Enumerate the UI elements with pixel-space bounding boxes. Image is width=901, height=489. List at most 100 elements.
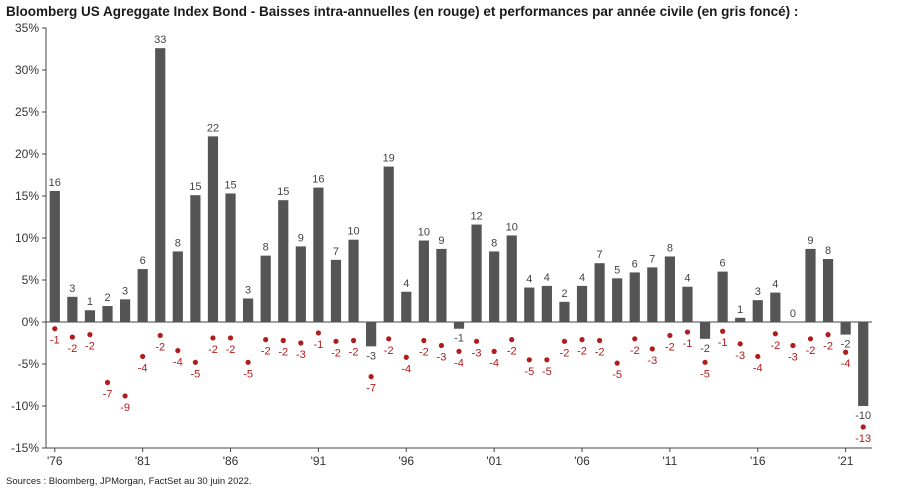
drawdown-dot (368, 374, 374, 380)
bar-label: 6 (632, 258, 638, 270)
drawdown-label: -2 (208, 344, 218, 356)
drawdown-dot (69, 334, 75, 340)
drawdown-label: -1 (718, 337, 728, 349)
drawdown-dot (298, 340, 304, 346)
drawdown-dot (755, 353, 761, 360)
drawdown-dot (632, 336, 638, 342)
y-tick-label: 0% (22, 315, 40, 329)
bar-label: 10 (506, 221, 518, 233)
source-note: Sources : Bloomberg, JPMorgan, FactSet a… (6, 476, 252, 487)
drawdown-label: -4 (753, 362, 763, 374)
bar (137, 269, 148, 322)
drawdown-label: -2 (384, 345, 394, 357)
bar (436, 248, 447, 322)
drawdown-label: -2 (823, 341, 833, 353)
drawdown-dot (122, 393, 128, 399)
y-tick-label: 35% (15, 21, 39, 35)
bar-label: 22 (207, 122, 219, 134)
drawdown-dot (403, 354, 409, 360)
bar-label: 12 (470, 211, 482, 223)
drawdown-label: -3 (472, 347, 482, 359)
bar-label: -3 (366, 350, 376, 362)
bar-label: 15 (189, 181, 201, 193)
drawdown-dot (438, 342, 445, 349)
bar (664, 256, 675, 322)
y-tick-label: 30% (15, 63, 39, 77)
bar-label: 8 (263, 242, 269, 254)
drawdown-label: -5 (190, 368, 200, 380)
bar (207, 136, 219, 322)
bar (84, 310, 96, 322)
drawdown-label: -2 (331, 347, 341, 359)
drawdown-label: -2 (67, 343, 77, 355)
drawdown-dot (104, 379, 111, 386)
bar-label: 3 (122, 285, 128, 297)
drawdown-dot (280, 337, 286, 344)
bar-label: -10 (855, 410, 871, 422)
bar (190, 195, 201, 322)
drawdown-label: -4 (401, 363, 411, 375)
bar (682, 286, 693, 322)
y-tick-label: -5% (18, 357, 40, 371)
y-tick-label: 20% (15, 147, 39, 161)
drawdown-dot (245, 359, 251, 365)
bar (453, 322, 465, 329)
bar-label: 8 (175, 237, 181, 249)
drawdown-label: -3 (296, 349, 306, 361)
drawdown-series (52, 326, 866, 430)
drawdown-label: -2 (419, 346, 429, 358)
bar-label: 1 (737, 304, 743, 316)
drawdown-dot (614, 360, 620, 366)
drawdown-label: -1 (683, 338, 693, 350)
x-tick-label: '91 (311, 454, 327, 468)
bar-label: 4 (544, 272, 550, 284)
drawdown-label: -5 (243, 368, 253, 380)
bar (313, 187, 324, 322)
y-tick-label: 25% (15, 105, 39, 119)
drawdown-dot (421, 337, 427, 344)
y-tick-label: -10% (11, 399, 39, 413)
drawdown-label: -2 (630, 345, 640, 357)
bar-label: 3 (755, 286, 761, 298)
drawdown-dot (526, 357, 532, 363)
drawdown-label: -2 (349, 346, 359, 358)
x-tick-label: '76 (47, 454, 63, 468)
bar (594, 263, 605, 322)
bar-label: 15 (277, 186, 289, 198)
chart-title: Bloomberg US Agreggate Index Bond - Bais… (6, 4, 799, 19)
bar-series (49, 48, 869, 406)
x-tick-label: '16 (750, 454, 766, 468)
drawdown-dot (807, 336, 814, 342)
drawdown-dot (825, 332, 831, 338)
drawdown-dot (87, 332, 93, 338)
x-tick-label: '06 (574, 454, 590, 468)
bar (770, 292, 781, 322)
bar (418, 240, 429, 322)
bar (489, 251, 500, 322)
x-tick-label: '11 (663, 454, 678, 468)
drawdown-dot (860, 424, 866, 430)
drawdown-dot (140, 353, 146, 360)
bar-label: 0 (790, 308, 796, 320)
bar-label: 1 (87, 296, 93, 308)
bar (260, 255, 271, 322)
bar-label: 10 (347, 226, 359, 238)
bar-label: 4 (772, 279, 778, 291)
bar-label: 4 (579, 272, 585, 284)
bar (840, 322, 851, 335)
bar-label: 15 (224, 179, 236, 191)
bar (506, 235, 517, 322)
drawdown-label: -2 (261, 346, 271, 358)
y-tick-label: 10% (15, 231, 39, 245)
drawdown-dot (473, 338, 480, 344)
bar-label: -1 (454, 333, 464, 345)
bar-label: 5 (614, 264, 620, 276)
drawdown-label: -2 (155, 341, 165, 353)
drawdown-dot (561, 338, 568, 344)
bar (49, 190, 60, 322)
bar-label: 9 (807, 235, 813, 247)
drawdown-label: -7 (366, 383, 376, 395)
drawdown-label: -2 (665, 341, 675, 353)
bar (401, 291, 412, 322)
bar-label: 6 (140, 255, 146, 267)
